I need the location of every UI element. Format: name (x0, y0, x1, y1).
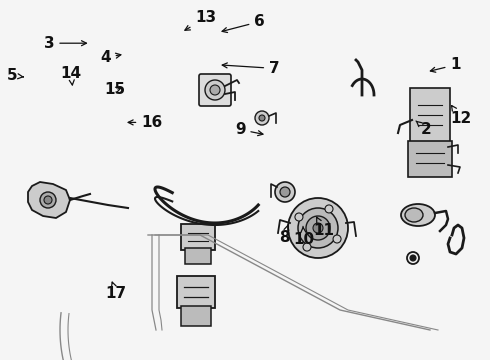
Text: 3: 3 (44, 36, 86, 51)
Circle shape (205, 80, 225, 100)
Text: 11: 11 (313, 217, 334, 238)
Circle shape (298, 208, 338, 248)
Circle shape (259, 115, 265, 121)
FancyBboxPatch shape (181, 306, 211, 326)
Text: 6: 6 (222, 14, 265, 32)
Circle shape (275, 182, 295, 202)
Text: 5: 5 (7, 68, 24, 83)
FancyBboxPatch shape (181, 224, 215, 250)
Text: 16: 16 (128, 115, 163, 130)
Circle shape (44, 196, 52, 204)
Text: 1: 1 (430, 57, 461, 72)
Text: 8: 8 (279, 225, 290, 245)
Text: 2: 2 (416, 121, 432, 137)
FancyBboxPatch shape (177, 276, 215, 308)
Text: 7: 7 (222, 61, 280, 76)
Circle shape (295, 213, 303, 221)
Polygon shape (28, 182, 70, 218)
Circle shape (280, 187, 290, 197)
FancyBboxPatch shape (408, 141, 452, 177)
Circle shape (303, 243, 311, 251)
Text: 17: 17 (105, 282, 127, 301)
Circle shape (288, 198, 348, 258)
Circle shape (410, 255, 416, 261)
Ellipse shape (405, 208, 423, 222)
Text: 12: 12 (450, 105, 471, 126)
FancyBboxPatch shape (410, 88, 450, 142)
Text: 14: 14 (60, 66, 82, 85)
FancyBboxPatch shape (199, 74, 231, 106)
Circle shape (306, 216, 330, 240)
Text: 13: 13 (185, 10, 217, 30)
Circle shape (255, 111, 269, 125)
Text: 9: 9 (235, 122, 263, 137)
Circle shape (210, 85, 220, 95)
Circle shape (40, 192, 56, 208)
Circle shape (325, 205, 333, 213)
Ellipse shape (401, 204, 435, 226)
Text: 10: 10 (293, 226, 315, 247)
Circle shape (313, 223, 323, 233)
FancyBboxPatch shape (185, 248, 211, 264)
Text: 15: 15 (104, 82, 126, 98)
Circle shape (333, 235, 341, 243)
Text: 4: 4 (100, 50, 121, 65)
